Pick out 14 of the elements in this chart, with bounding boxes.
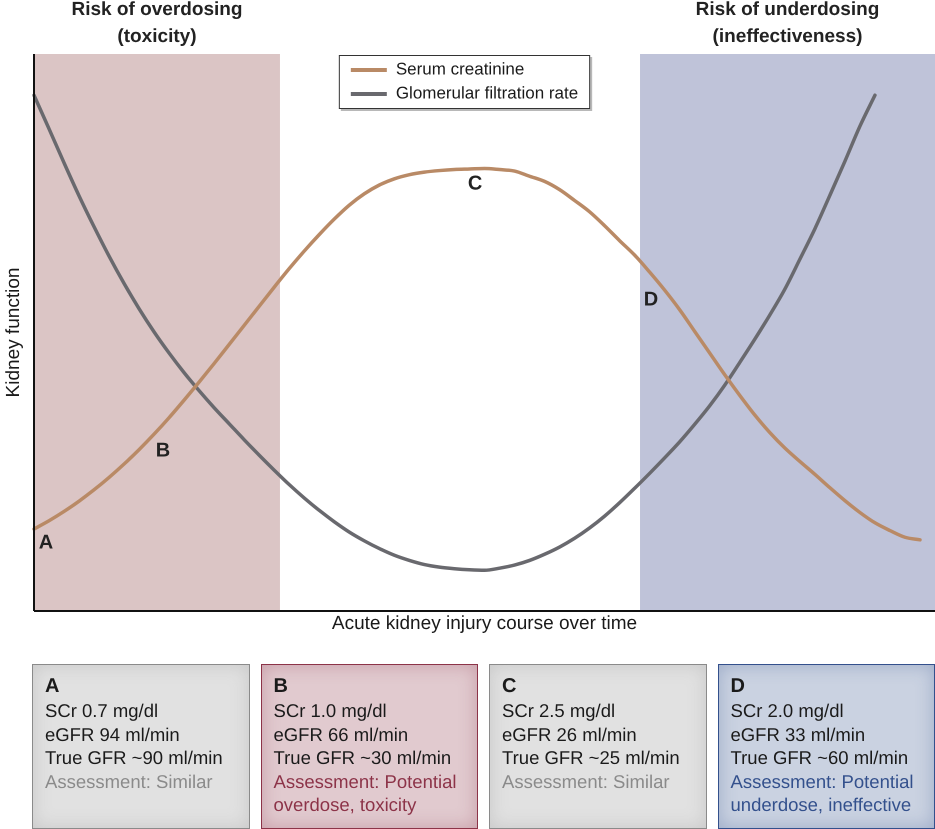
text: A SCr 0.7 mg/dl eGFR 94 ml/min True GFR ~90 ml/min Assessment: Similar bbox=[45, 674, 224, 793]
x-axis-title: Acute kidney injury course over time bbox=[332, 613, 638, 634]
annotation: D bbox=[644, 288, 658, 311]
text: Risk of overdosing (toxicity) bbox=[71, 0, 242, 48]
legend-label: Glomerular filtration rate bbox=[396, 84, 578, 103]
text: Risk of underdosing (ineffectiveness) bbox=[696, 0, 880, 48]
text: B SCr 1.0 mg/dl eGFR 66 ml/min True GFR ~30 ml/min Assessment: Potential overdose, toxicity bbox=[274, 674, 458, 816]
y-axis-title: Kidney function bbox=[3, 268, 24, 398]
annotation: A bbox=[38, 532, 54, 554]
annotation: C bbox=[468, 172, 482, 194]
text: D SCr 2.0 mg/dl eGFR 33 ml/min True GFR ~60 ml/min Assessment: Potential underdose, ineffective bbox=[730, 674, 915, 816]
legend-label: Serum creatinine bbox=[396, 60, 524, 79]
text: C SCr 2.5 mg/dl eGFR 26 ml/min True GFR ~25 ml/min Assessment: Similar bbox=[502, 674, 681, 793]
annotation: B bbox=[156, 440, 170, 462]
